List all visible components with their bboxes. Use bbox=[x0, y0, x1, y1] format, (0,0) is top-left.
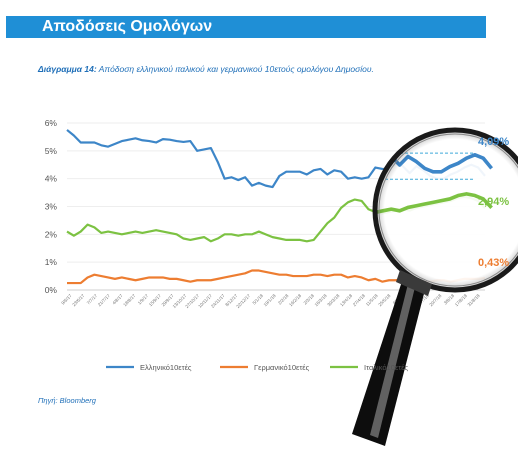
end-value-label: 4,09% bbox=[478, 136, 509, 148]
y-tick-label: 3% bbox=[45, 202, 58, 212]
x-tick-label: 17/8/18 bbox=[454, 293, 469, 308]
x-tick-label: 19/1/18 bbox=[263, 293, 278, 308]
x-tick-label: 15/9/17 bbox=[148, 293, 163, 308]
x-tick-label: 16/3/18 bbox=[314, 293, 329, 308]
x-tick-label: 31/8/18 bbox=[467, 293, 482, 308]
y-tick-label: 0% bbox=[45, 285, 58, 295]
x-tick-label: 24/11/17 bbox=[210, 293, 226, 309]
y-tick-label: 4% bbox=[45, 174, 58, 184]
y-axis: 0% 1% 2% 3% 4% 5% 6% bbox=[45, 118, 58, 295]
handle-ferrule bbox=[396, 270, 432, 296]
x-tick-label: 16/2/18 bbox=[288, 293, 303, 308]
caption-text: Απόδοση ελληνικού ιταλικού και γερμανικο… bbox=[96, 64, 374, 74]
lens-rim bbox=[372, 127, 518, 293]
y-tick-label: 1% bbox=[45, 257, 58, 267]
end-labels: 4,09% 0,43% 2,94% bbox=[478, 136, 509, 269]
section-header: Αποδόσεις Ομολόγων bbox=[6, 16, 486, 38]
end-value-label: 0,43% bbox=[478, 257, 509, 269]
magnifier-handle bbox=[352, 272, 427, 446]
chart-caption: Διάγραμμα 14: Απόδοση ελληνικού ιταλικού… bbox=[38, 64, 374, 74]
x-tick-label: 22/12/17 bbox=[235, 293, 251, 309]
handle-shine bbox=[370, 276, 417, 438]
x-tick-label: 25/5/18 bbox=[377, 293, 392, 308]
legend-label: Ελληνικό10ετές bbox=[140, 363, 192, 372]
x-tick-label: 21/7/17 bbox=[97, 293, 112, 308]
x-tick-label: 27/4/18 bbox=[352, 293, 367, 308]
magnifier bbox=[352, 127, 518, 446]
chart-legend: Ελληνικό10ετές Γερμανικό10ετές Ιταλικό10ετ… bbox=[106, 363, 409, 372]
caption-label: Διάγραμμα 14: bbox=[38, 64, 97, 74]
legend-label: Ιταλικό10ετές bbox=[364, 363, 409, 372]
legend-label: Γερμανικό10ετές bbox=[254, 363, 310, 372]
x-tick-label: 20/7/18 bbox=[428, 293, 443, 308]
lens-rim-inner bbox=[378, 133, 518, 287]
section-title: Αποδόσεις Ομολόγων bbox=[42, 18, 213, 35]
x-tick-label: 30/3/18 bbox=[326, 293, 341, 308]
x-tick-label: 23/6/17 bbox=[71, 293, 86, 308]
source-note: Πηγή: Bloomberg bbox=[38, 396, 96, 405]
y-tick-label: 2% bbox=[45, 229, 58, 239]
end-value-label: 2,94% bbox=[478, 196, 509, 208]
x-tick-label: 11/5/18 bbox=[365, 293, 379, 307]
y-tick-label: 5% bbox=[45, 146, 58, 156]
x-tick-label: 13/4/18 bbox=[339, 293, 354, 308]
y-tick-label: 6% bbox=[45, 118, 58, 128]
x-tick-label: 18/8/17 bbox=[122, 293, 137, 308]
lens-shade bbox=[375, 130, 518, 290]
